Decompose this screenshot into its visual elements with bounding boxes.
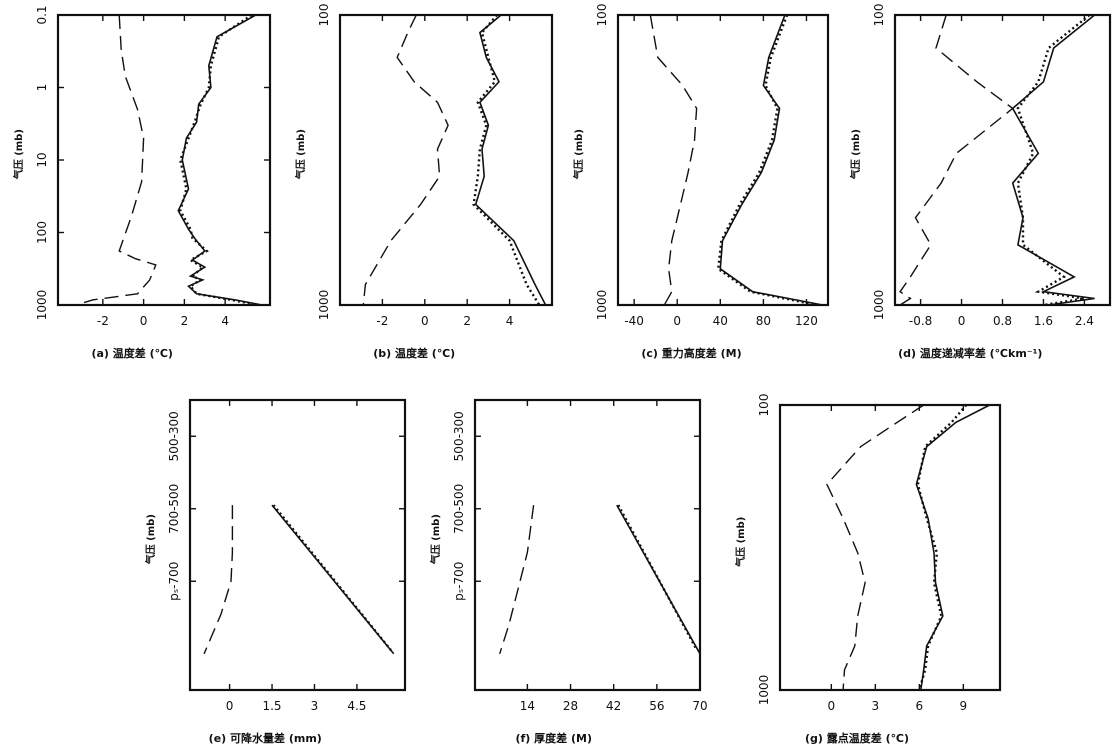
y-tick-label: 500-300 bbox=[452, 411, 466, 461]
x-tick-label: 0 bbox=[140, 314, 148, 328]
y-tick-label: 100 bbox=[35, 221, 49, 244]
y-tick-label: 500-300 bbox=[167, 411, 181, 461]
y-tick-label: 700-500 bbox=[452, 484, 466, 534]
x-tick-label: 40 bbox=[713, 314, 728, 328]
x-tick-label: 0 bbox=[828, 699, 836, 713]
x-tick-label: -0.8 bbox=[909, 314, 932, 328]
series-line-dotted bbox=[716, 14, 818, 307]
chart-f: 14 28 42 56 70 500-300 700-500 pₛ-700 气压 (mb) (f)… bbox=[429, 398, 708, 745]
series-line-dashed bbox=[899, 14, 1014, 306]
plot-frame bbox=[778, 403, 1002, 692]
y-tick-label: 1000 bbox=[757, 675, 771, 706]
y-axis-title: 气压 (mb) bbox=[734, 517, 747, 568]
x-tick-label: 120 bbox=[795, 314, 818, 328]
x-tick-label: 14 bbox=[520, 699, 535, 713]
y-tick-label: 1000 bbox=[595, 290, 609, 321]
x-tick-label: 28 bbox=[563, 699, 578, 713]
plot-frame bbox=[188, 398, 407, 692]
x-tick-label: 4 bbox=[221, 314, 229, 328]
plot-frame bbox=[893, 13, 1112, 307]
chart-b: -2 0 2 4 100 1000 气压 (mb) (b) 温度差 (℃) bbox=[294, 4, 554, 360]
x-tick-label: -2 bbox=[376, 314, 388, 328]
y-tick-label: 1000 bbox=[35, 290, 49, 321]
series-line-dashed bbox=[826, 404, 925, 691]
x-tick-label: 4 bbox=[506, 314, 514, 328]
y-axis-title: 气压 (mb) bbox=[144, 514, 157, 565]
x-tick-label: 4.5 bbox=[347, 699, 366, 713]
series-line-dashed bbox=[499, 505, 535, 655]
y-tick-label: pₛ-700 bbox=[452, 562, 466, 601]
y-tick-label: 100 bbox=[317, 4, 331, 27]
x-tick-label: 2 bbox=[181, 314, 189, 328]
y-tick-label: 100 bbox=[757, 394, 771, 417]
x-tick-label: 9 bbox=[960, 699, 968, 713]
series-line-dotted bbox=[272, 504, 392, 651]
chart-d: -0.8 0 0.8 1.6 2.4 100 1000 气压 (mb) (d) 温度递减率差 (… bbox=[849, 4, 1112, 360]
y-tick-label: 1 bbox=[35, 84, 49, 92]
chart-caption: (e) 可降水量差 (mm) bbox=[209, 731, 322, 745]
x-tick-label: 1.6 bbox=[1034, 314, 1053, 328]
series-line-dotted bbox=[1016, 14, 1091, 307]
x-tick-label: 3 bbox=[311, 699, 319, 713]
chart-caption: (f) 厚度差 (M) bbox=[515, 731, 592, 745]
series-line-dashed bbox=[649, 14, 698, 306]
chart-caption: (c) 重力高度差 (M) bbox=[641, 346, 741, 360]
y-axis-title: 气压 (mb) bbox=[429, 514, 442, 565]
x-tick-label: 42 bbox=[606, 699, 621, 713]
plot-frame bbox=[616, 13, 830, 307]
chart-caption: (b) 温度差 (℃) bbox=[373, 346, 455, 360]
chart-caption: (a) 温度差 (℃) bbox=[91, 346, 173, 360]
x-tick-label: 0 bbox=[958, 314, 966, 328]
chart-e: 0 1.5 3 4.5 500-300 700-500 pₛ-700 气压 (mb) (e) 可… bbox=[144, 398, 407, 745]
y-tick-label: 100 bbox=[872, 4, 886, 27]
x-tick-label: 0 bbox=[226, 699, 234, 713]
x-tick-label: 2 bbox=[463, 314, 471, 328]
series-line-solid bbox=[915, 404, 991, 691]
series-line-solid bbox=[474, 14, 547, 306]
chart-g: 0 3 6 9 100 1000 气压 (mb) (g) 露点温度差 (℃) bbox=[734, 394, 1002, 745]
x-tick-label: -40 bbox=[624, 314, 644, 328]
y-tick-label: 100 bbox=[595, 4, 609, 27]
y-tick-label: pₛ-700 bbox=[167, 562, 181, 601]
series-line-dotted bbox=[916, 404, 968, 691]
plot-frame bbox=[56, 13, 272, 307]
y-tick-label: 1000 bbox=[317, 290, 331, 321]
y-axis-title: 气压 (mb) bbox=[572, 129, 585, 180]
series-line-solid bbox=[616, 504, 701, 655]
series-line-dashed bbox=[76, 14, 157, 306]
y-tick-label: 10 bbox=[35, 152, 49, 167]
series-line-dashed bbox=[362, 14, 449, 306]
x-tick-label: 0.8 bbox=[993, 314, 1012, 328]
chart-c: -40 0 40 80 120 100 1000 气压 (mb) (c) 重力高度差 (M) bbox=[572, 4, 830, 360]
y-axis-title: 气压 (mb) bbox=[294, 129, 307, 180]
x-tick-label: -2 bbox=[97, 314, 109, 328]
x-tick-label: 56 bbox=[649, 699, 664, 713]
x-tick-label: 1.5 bbox=[262, 699, 281, 713]
x-tick-label: 70 bbox=[692, 699, 707, 713]
chart-caption: (g) 露点温度差 (℃) bbox=[805, 731, 909, 745]
plot-frame bbox=[338, 13, 554, 307]
x-tick-label: 0 bbox=[673, 314, 681, 328]
plot-frame bbox=[473, 398, 702, 692]
y-tick-label: 0.1 bbox=[35, 5, 49, 24]
x-tick-label: 2.4 bbox=[1075, 314, 1094, 328]
chart-a: -2 0 2 4 0.1 1 10 100 1000 气压 (mb) (a) 温度差 (℃) bbox=[12, 5, 272, 360]
x-tick-label: 80 bbox=[756, 314, 771, 328]
series-line-solid bbox=[177, 14, 262, 306]
series-line-solid bbox=[1011, 14, 1096, 306]
y-tick-label: 700-500 bbox=[167, 484, 181, 534]
x-tick-label: 3 bbox=[872, 699, 880, 713]
y-axis-title: 气压 (mb) bbox=[849, 129, 862, 180]
series-line-dashed bbox=[203, 505, 234, 655]
x-tick-label: 0 bbox=[421, 314, 429, 328]
x-tick-label: 6 bbox=[916, 699, 924, 713]
y-axis-title: 气压 (mb) bbox=[12, 129, 25, 180]
series-line-dotted bbox=[179, 14, 259, 307]
y-tick-label: 1000 bbox=[872, 290, 886, 321]
series-line-solid bbox=[719, 14, 823, 306]
chart-caption: (d) 温度递减率差 (℃km⁻¹) bbox=[898, 346, 1042, 360]
